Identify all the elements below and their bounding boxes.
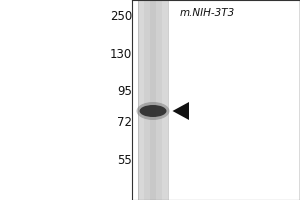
Text: m.NIH-3T3: m.NIH-3T3 <box>180 8 235 18</box>
Bar <box>162 0 168 200</box>
Bar <box>144 0 150 200</box>
Ellipse shape <box>136 102 169 120</box>
Bar <box>150 0 156 200</box>
Text: 55: 55 <box>117 154 132 166</box>
Bar <box>138 0 144 200</box>
Text: 250: 250 <box>110 10 132 23</box>
Polygon shape <box>172 102 189 120</box>
Ellipse shape <box>140 105 166 117</box>
Bar <box>156 0 162 200</box>
Text: 95: 95 <box>117 85 132 98</box>
Text: 130: 130 <box>110 47 132 60</box>
Text: 72: 72 <box>117 116 132 130</box>
